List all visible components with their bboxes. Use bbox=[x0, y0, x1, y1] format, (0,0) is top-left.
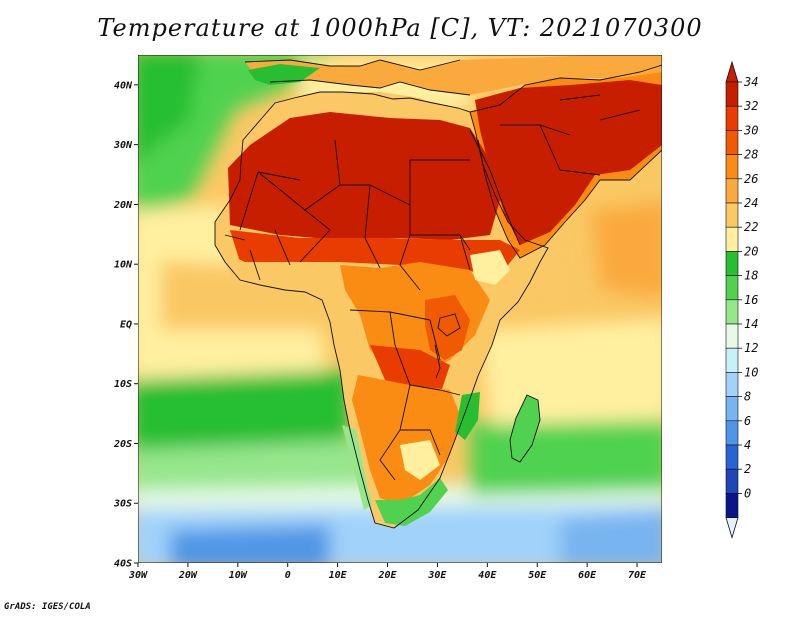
madagascar-coastline bbox=[509, 394, 541, 463]
lon-tick-label: 10W bbox=[229, 570, 248, 581]
colorbar-label: 8 bbox=[744, 390, 751, 404]
colorbar-label: 34 bbox=[743, 75, 758, 89]
south-atlantic-green bbox=[138, 370, 350, 455]
madagascar-land bbox=[510, 395, 540, 462]
colorbar-swatch bbox=[725, 130, 739, 155]
lat-tick-label: EQ bbox=[120, 319, 132, 330]
sahara-hot bbox=[228, 112, 500, 240]
colorbar-label: 16 bbox=[744, 293, 758, 307]
south-ocean-deepblue bbox=[170, 525, 330, 563]
west-africa-coast bbox=[220, 250, 340, 295]
colorbar-label: 20 bbox=[744, 244, 758, 258]
colorbar-swatch bbox=[725, 396, 739, 422]
lon-tick-label: 60E bbox=[578, 570, 597, 581]
lon-tick-label: 20E bbox=[377, 570, 397, 581]
lon-tick-label: 20W bbox=[178, 570, 198, 581]
colorbar-label: 24 bbox=[744, 196, 758, 210]
colorbar-label: 0 bbox=[744, 486, 751, 500]
colorbar-label: 22 bbox=[744, 220, 758, 234]
colorbar-over-arrow bbox=[725, 60, 739, 83]
lat-tick-label: 40S bbox=[114, 559, 132, 570]
indian-ocean-mid bbox=[480, 320, 662, 425]
cape-green bbox=[375, 478, 448, 526]
angola-hot bbox=[370, 345, 450, 395]
south-atlantic-lightgreen bbox=[138, 440, 370, 500]
colorbar-swatch bbox=[725, 202, 739, 228]
colorbar-label: 2 bbox=[744, 462, 751, 476]
lon-tick-label: 10E bbox=[329, 570, 348, 581]
lon-tick-label: 30W bbox=[128, 570, 148, 581]
indian-ocean-blue bbox=[560, 510, 662, 563]
colorbar-swatch bbox=[725, 226, 739, 252]
colorbar-label: 18 bbox=[744, 269, 758, 283]
lat-tick-label: 30S bbox=[113, 499, 132, 510]
colorbar-label: 32 bbox=[743, 99, 758, 113]
colorbar-swatch bbox=[725, 275, 739, 301]
lon-tick-label: 0 bbox=[285, 570, 291, 581]
colorbar-swatch bbox=[725, 372, 739, 397]
sahel-warm bbox=[230, 230, 520, 275]
colorbar-label: 4 bbox=[744, 438, 751, 452]
colorbar-swatch bbox=[725, 178, 739, 204]
mozambique-green bbox=[455, 392, 480, 440]
lat-tick-label: 30N bbox=[113, 140, 133, 151]
colorbar-swatch bbox=[725, 493, 739, 518]
political-borders bbox=[214, 59, 662, 529]
lon-tick-label: 40E bbox=[478, 570, 497, 581]
colorbar-swatch bbox=[725, 251, 739, 276]
lon-tick-label: 50E bbox=[528, 570, 547, 581]
grads-credit: GrADS: IGES/COLA bbox=[4, 602, 91, 612]
southern-africa-warm bbox=[352, 375, 462, 505]
colorbar-swatch bbox=[725, 347, 739, 373]
arabian-sea-warm bbox=[590, 201, 662, 299]
colorbar-swatch bbox=[725, 81, 739, 107]
lon-tick-label: 30E bbox=[427, 570, 447, 581]
highland-pale bbox=[400, 440, 440, 480]
colorbar-label: 26 bbox=[744, 172, 758, 186]
land-temperature bbox=[220, 64, 662, 526]
north-atlantic-cooler bbox=[138, 55, 200, 162]
lat-tick-label: 40N bbox=[114, 80, 133, 91]
map-title: Temperature at 1000hPa [C], VT: 20210703… bbox=[97, 14, 703, 42]
colorbar-swatch bbox=[725, 154, 739, 180]
colorbar-label: 12 bbox=[744, 341, 758, 355]
ethiopia-pale bbox=[470, 250, 510, 285]
lat-tick-label: 10S bbox=[114, 379, 132, 390]
colorbar-swatch bbox=[725, 323, 739, 349]
red-sea bbox=[469, 129, 521, 246]
africa-coastline bbox=[214, 91, 549, 529]
lat-tick-label: 20S bbox=[113, 439, 132, 450]
colorbar-under-arrow bbox=[725, 517, 739, 539]
lake-victoria bbox=[437, 313, 461, 337]
lake-tanganyika bbox=[434, 344, 441, 379]
colorbar-swatch bbox=[725, 299, 739, 325]
colorbar-label: 14 bbox=[744, 317, 758, 331]
europe-coastline bbox=[244, 59, 471, 96]
colorbar-swatch bbox=[725, 105, 739, 131]
namib-coast-green bbox=[342, 425, 372, 510]
arabia-hot bbox=[475, 80, 662, 245]
interior-borders bbox=[224, 94, 641, 481]
atlas-green bbox=[248, 64, 320, 85]
lat-tick-label: 10N bbox=[114, 260, 133, 271]
europe-land bbox=[245, 55, 662, 95]
lon-tick-label: 70E bbox=[628, 570, 647, 581]
colorbar-swatch bbox=[725, 468, 739, 494]
colorbar-label: 6 bbox=[744, 414, 751, 428]
mediterranean-coast bbox=[330, 92, 440, 112]
arabia-coastline bbox=[469, 64, 662, 259]
colorbar-label: 10 bbox=[744, 365, 758, 379]
colorbar-swatch bbox=[725, 420, 739, 446]
lat-tick-label: 20N bbox=[113, 200, 133, 211]
colorbar-swatch bbox=[725, 444, 739, 470]
colorbar-label: 28 bbox=[744, 148, 758, 162]
colorbar-label: 30 bbox=[743, 123, 758, 137]
